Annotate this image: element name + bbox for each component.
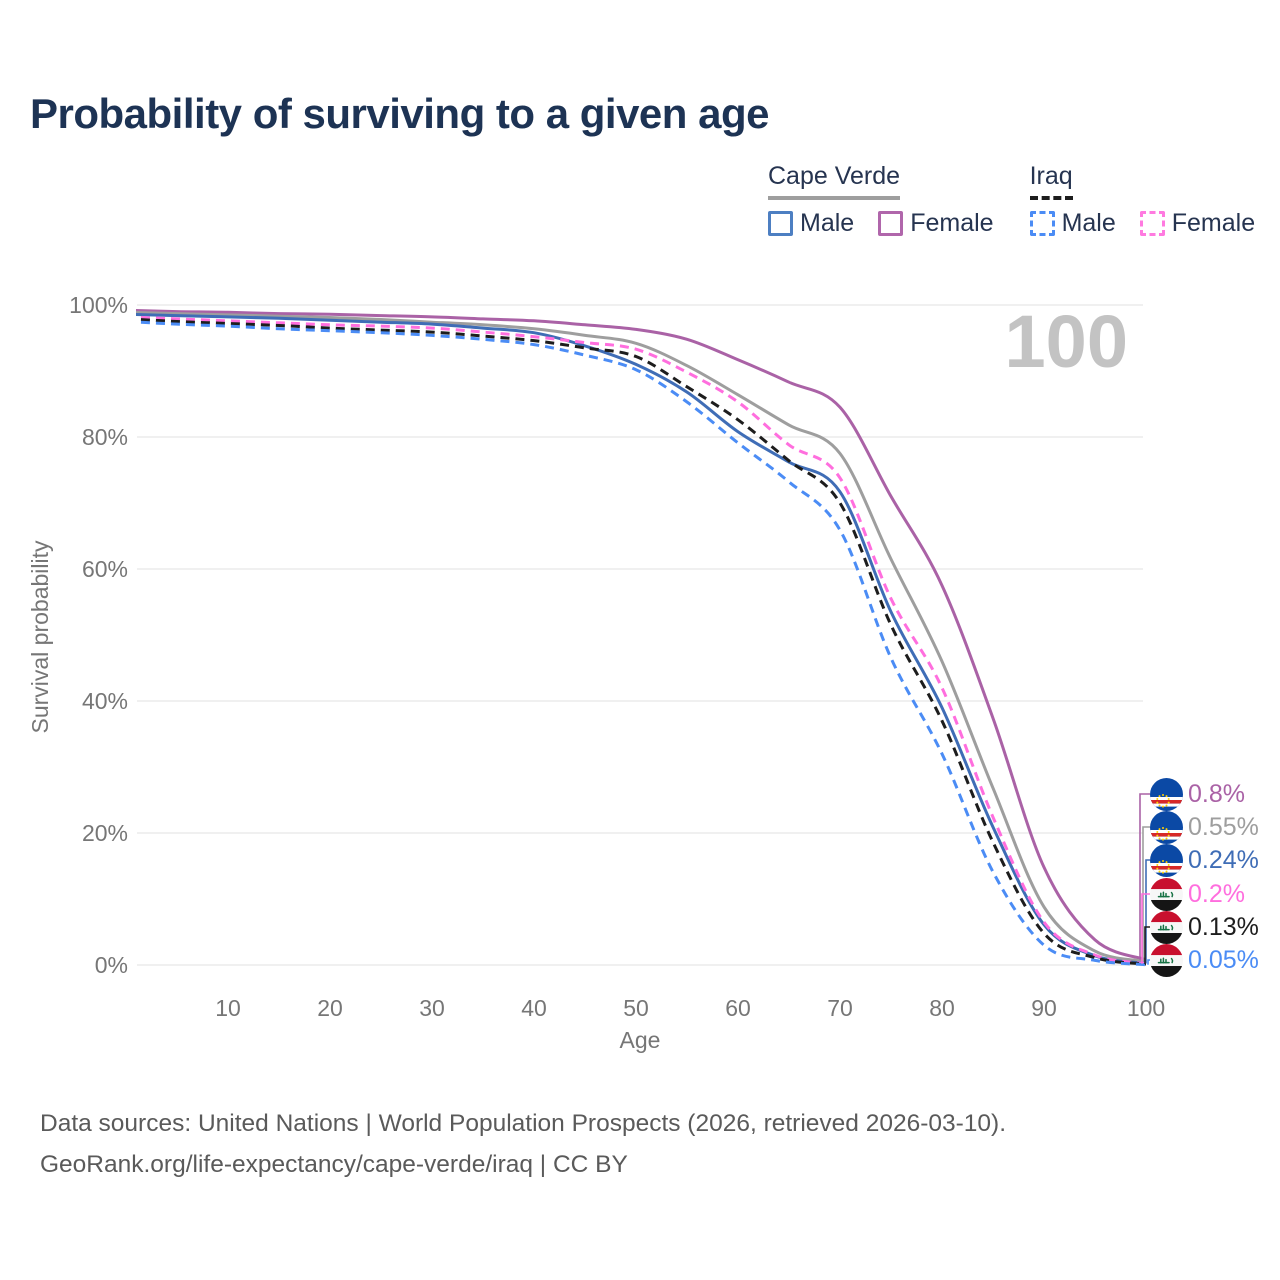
series-line-cape-verde-male <box>136 313 1147 965</box>
x-tick-70: 70 <box>827 995 853 1021</box>
end-value-label: 0.2% <box>1188 879 1245 908</box>
leader-line-cape-verde-both-sexes <box>1142 826 1150 962</box>
x-tick-30: 30 <box>419 995 445 1021</box>
series-line-cape-verde-both-sexes <box>136 311 1147 963</box>
leader-line-iraq-both-sexes <box>1144 926 1150 965</box>
end-label-iraq-male: 0.05% <box>1150 944 1259 977</box>
series-line-iraq-both-sexes <box>136 317 1147 966</box>
leader-line-cape-verde-male <box>1145 859 1150 964</box>
x-tick-80: 80 <box>929 995 955 1021</box>
cape-verde-flag-icon <box>1150 844 1183 877</box>
legend-item-iraq-female[interactable]: Female <box>1139 208 1256 238</box>
iraq-male-swatch-icon <box>1029 210 1055 236</box>
end-label-cape-verde-male: 0.24% <box>1150 844 1259 877</box>
legend-items-cape-verde: Male Female <box>768 209 994 238</box>
iraq-flag-icon <box>1150 878 1183 911</box>
attribution-line: GeoRank.org/life-expectancy/cape-verde/i… <box>40 1151 628 1178</box>
legend-item-iraq-male[interactable]: Male <box>1029 208 1116 238</box>
legend-country-cape-verde: Cape Verde <box>768 162 901 200</box>
legend-country-iraq: Iraq <box>1029 162 1073 200</box>
y-tick-100%: 100% <box>69 292 128 318</box>
y-axis-label: Survival probability <box>27 540 53 734</box>
end-label-iraq-both-sexes: 0.13% <box>1150 911 1259 944</box>
iraq-female-swatch-icon <box>1139 210 1165 236</box>
legend-label: Female <box>910 208 994 237</box>
y-tick-20%: 20% <box>82 820 128 846</box>
x-tick-40: 40 <box>521 995 547 1021</box>
x-tick-100: 100 <box>1127 995 1165 1021</box>
legend-group-cape-verde: Cape Verde Male Female <box>768 162 994 238</box>
legend-label: Female <box>1171 208 1256 237</box>
y-tick-60%: 60% <box>82 556 128 582</box>
iraq-flag-icon <box>1150 944 1183 977</box>
leader-line-iraq-male <box>1147 959 1150 965</box>
x-tick-10: 10 <box>215 995 241 1021</box>
page-title: Probability of surviving to a given age <box>30 90 769 137</box>
y-tick-80%: 80% <box>82 424 128 450</box>
legend-items-iraq: Male Female <box>1029 208 1256 238</box>
x-tick-50: 50 <box>623 995 649 1021</box>
cape-verde-flag-icon <box>1150 811 1183 844</box>
end-label-iraq-female: 0.2% <box>1150 878 1245 911</box>
end-value-label: 0.13% <box>1188 912 1259 941</box>
cape-verde-flag-icon <box>1150 778 1183 811</box>
y-tick-0%: 0% <box>95 952 128 978</box>
footer: Data sources: United Nations | World Pop… <box>40 1103 1006 1185</box>
cape-verde-female-swatch-icon <box>878 210 904 236</box>
end-label-cape-verde-female: 0.8% <box>1150 778 1245 811</box>
end-value-label: 0.8% <box>1188 779 1245 808</box>
iraq-flag-icon <box>1150 911 1183 944</box>
leader-line-iraq-female <box>1141 893 1150 964</box>
age-watermark: 100 <box>1005 300 1128 383</box>
end-value-label: 0.55% <box>1188 812 1259 841</box>
leader-line-cape-verde-female <box>1139 793 1150 960</box>
legend-label: Male <box>800 208 855 237</box>
end-label-cape-verde-both-sexes: 0.55% <box>1150 811 1259 844</box>
x-tick-20: 20 <box>317 995 343 1021</box>
legend-item-cape-verde-male[interactable]: Male <box>768 209 854 238</box>
end-value-label: 0.24% <box>1188 845 1259 874</box>
data-sources-line: Data sources: United Nations | World Pop… <box>40 1110 1007 1137</box>
series-line-cape-verde-female <box>136 309 1147 962</box>
legend-item-cape-verde-female[interactable]: Female <box>878 208 994 238</box>
chart-legend: Cape Verde Male Female Iraq Male <box>768 162 1256 238</box>
series-line-iraq-female <box>136 315 1147 966</box>
legend-label: Male <box>1061 208 1116 237</box>
x-tick-60: 60 <box>725 995 751 1021</box>
series-line-iraq-male <box>136 320 1147 967</box>
y-tick-40%: 40% <box>82 688 128 714</box>
x-axis-label: Age <box>620 1027 661 1053</box>
x-tick-90: 90 <box>1031 995 1057 1021</box>
legend-group-iraq: Iraq Male Female <box>1029 162 1256 238</box>
curves-group <box>136 309 1147 967</box>
cape-verde-male-swatch-icon <box>768 210 793 236</box>
end-value-label: 0.05% <box>1188 945 1259 974</box>
